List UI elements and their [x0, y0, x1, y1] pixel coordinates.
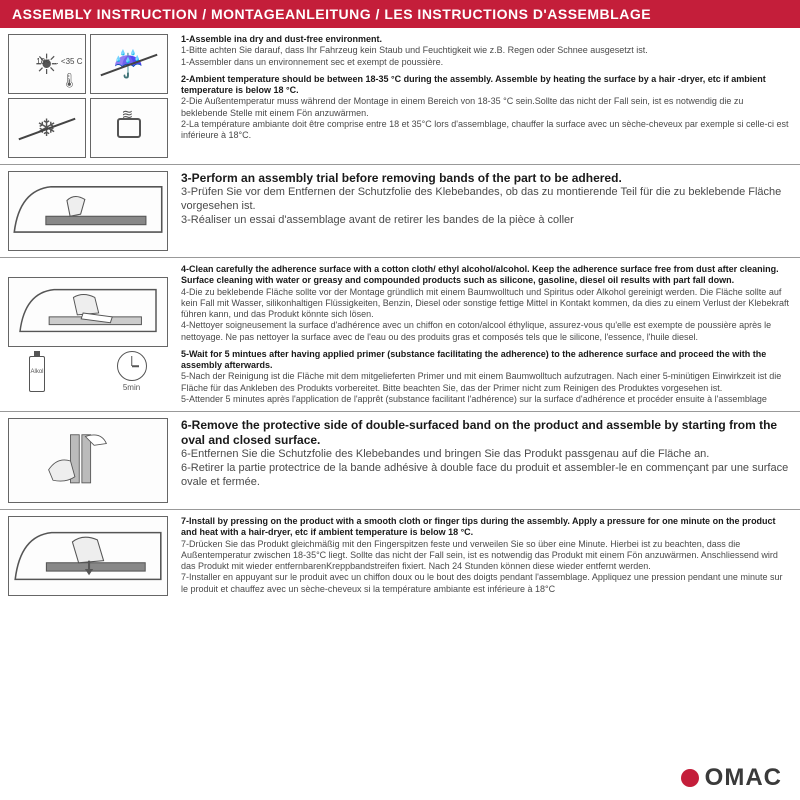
step4-de: 4-Die zu beklebende Fläche sollte vor de… — [181, 287, 790, 321]
footer-logo: OMAC — [681, 764, 782, 792]
step4-fr: 4-Nettoyer soigneusement la surface d'ad… — [181, 320, 790, 343]
header-title: ASSEMBLY INSTRUCTION / MONTAGEANLEITUNG … — [12, 6, 651, 22]
step2-fr: 2-La température ambiante doit être comp… — [181, 119, 790, 142]
text-cell-7: 7-Install by pressing on the product wit… — [175, 510, 800, 602]
step1-de: 1-Bitte achten Sie darauf, dass Ihr Fahr… — [181, 45, 790, 56]
temp-range-label: 18< ... <35 C — [36, 57, 82, 66]
step6-fr: 6-Retirer la partie protectrice de la ba… — [181, 462, 790, 490]
row-1-2: 🌡 18< ... <35 C ❄ 1-Assemble ina dry and… — [0, 28, 800, 165]
step7-de: 7-Drücken Sie das Produkt gleichmäßig mi… — [181, 539, 790, 573]
text-cell-4-5: 4-Clean carefully the adherence surface … — [175, 258, 800, 411]
alcohol-label: Alkol — [31, 369, 44, 375]
no-snow-icon: ❄ — [8, 98, 86, 158]
step3-en: 3-Perform an assembly trial before remov… — [181, 171, 790, 186]
row-6: 6-Remove the protective side of double-s… — [0, 412, 800, 510]
diagram-cell-4-5: Alkol 5min — [0, 258, 175, 411]
step1-fr: 1-Assembler dans un environnement sec et… — [181, 57, 790, 68]
hairdryer-icon — [90, 98, 168, 158]
step2-en: 2-Ambient temperature should be between … — [181, 74, 790, 97]
step1-en: 1-Assemble ina dry and dust-free environ… — [181, 34, 790, 45]
step7-en: 7-Install by pressing on the product wit… — [181, 516, 790, 539]
step5-de: 5-Nach der Reinigung ist die Fläche mit … — [181, 371, 790, 394]
no-rain-icon — [90, 34, 168, 94]
wait-label: 5min — [123, 383, 140, 392]
peel-tape-diagram — [8, 418, 168, 503]
step6-de: 6-Entfernen Sie die Schutzfolie des Kleb… — [181, 448, 790, 462]
logo-text: OMAC — [705, 764, 782, 792]
step6-en: 6-Remove the protective side of double-s… — [181, 418, 790, 448]
text-cell-1-2: 1-Assemble ina dry and dust-free environ… — [175, 28, 800, 164]
diagram-cell-3 — [0, 165, 175, 257]
header-bar: ASSEMBLY INSTRUCTION / MONTAGEANLEITUNG … — [0, 0, 800, 28]
row-4-5: Alkol 5min 4-Clean carefully the adheren… — [0, 258, 800, 412]
step5-fr: 5-Attender 5 minutes après l'application… — [181, 394, 790, 405]
alcohol-bottle-icon: Alkol — [29, 356, 45, 392]
step2-de: 2-Die Außentemperatur muss während der M… — [181, 96, 790, 119]
step5-en: 5-Wait for 5 mintues after having applie… — [181, 349, 790, 372]
sun-icon: 🌡 18< ... <35 C — [8, 34, 86, 94]
press-install-diagram — [8, 516, 168, 596]
thermometer-icon: 🌡 — [61, 72, 79, 89]
logo-dot-icon — [681, 769, 699, 787]
cleaning-diagram — [8, 277, 168, 347]
clock-icon — [117, 351, 147, 381]
trial-fit-diagram — [8, 171, 168, 251]
text-cell-6: 6-Remove the protective side of double-s… — [175, 412, 800, 509]
step4-en: 4-Clean carefully the adherence surface … — [181, 264, 790, 287]
step7-fr: 7-Installer en appuyant sur le produit a… — [181, 572, 790, 595]
row-3: 3-Perform an assembly trial before remov… — [0, 165, 800, 258]
step3-fr: 3-Réaliser un essai d'assemblage avant d… — [181, 214, 790, 228]
text-cell-3: 3-Perform an assembly trial before remov… — [175, 165, 800, 257]
row-7: 7-Install by pressing on the product wit… — [0, 510, 800, 602]
diagram-cell-1: 🌡 18< ... <35 C ❄ — [0, 28, 175, 164]
instruction-rows: 🌡 18< ... <35 C ❄ 1-Assemble ina dry and… — [0, 28, 800, 602]
step3-de: 3-Prüfen Sie vor dem Entfernen der Schut… — [181, 186, 790, 214]
diagram-cell-6 — [0, 412, 175, 509]
diagram-cell-7 — [0, 510, 175, 602]
